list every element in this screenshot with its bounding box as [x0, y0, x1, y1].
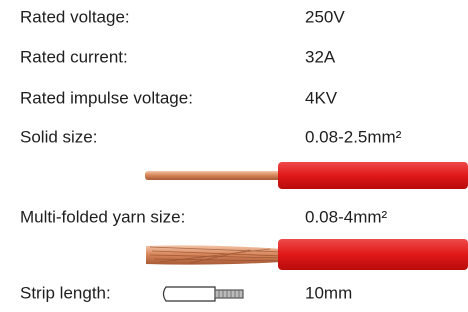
spec-label: Multi-folded yarn size:	[20, 207, 185, 226]
solid-wire	[145, 162, 468, 189]
spec-label: Rated voltage:	[20, 7, 130, 26]
spec-value: 4KV	[305, 88, 338, 107]
spec-value: 10mm	[305, 283, 352, 302]
spec-value: 250V	[305, 7, 345, 26]
spec-value: 0.08-4mm²	[305, 207, 388, 226]
spec-label: Rated current:	[20, 47, 128, 66]
page: Rated voltage: 250V Rated current: 32A R…	[0, 0, 468, 312]
spec-label: Solid size:	[20, 127, 97, 146]
strip-icon	[164, 287, 244, 301]
spec-value: 0.08-2.5mm²	[305, 127, 402, 146]
spec-sheet: Rated voltage: 250V Rated current: 32A R…	[0, 0, 468, 312]
spec-label: Rated impulse voltage:	[20, 88, 193, 107]
spec-value: 32A	[305, 47, 336, 66]
spec-label: Strip length:	[20, 283, 111, 302]
stranded-wire	[146, 239, 468, 270]
